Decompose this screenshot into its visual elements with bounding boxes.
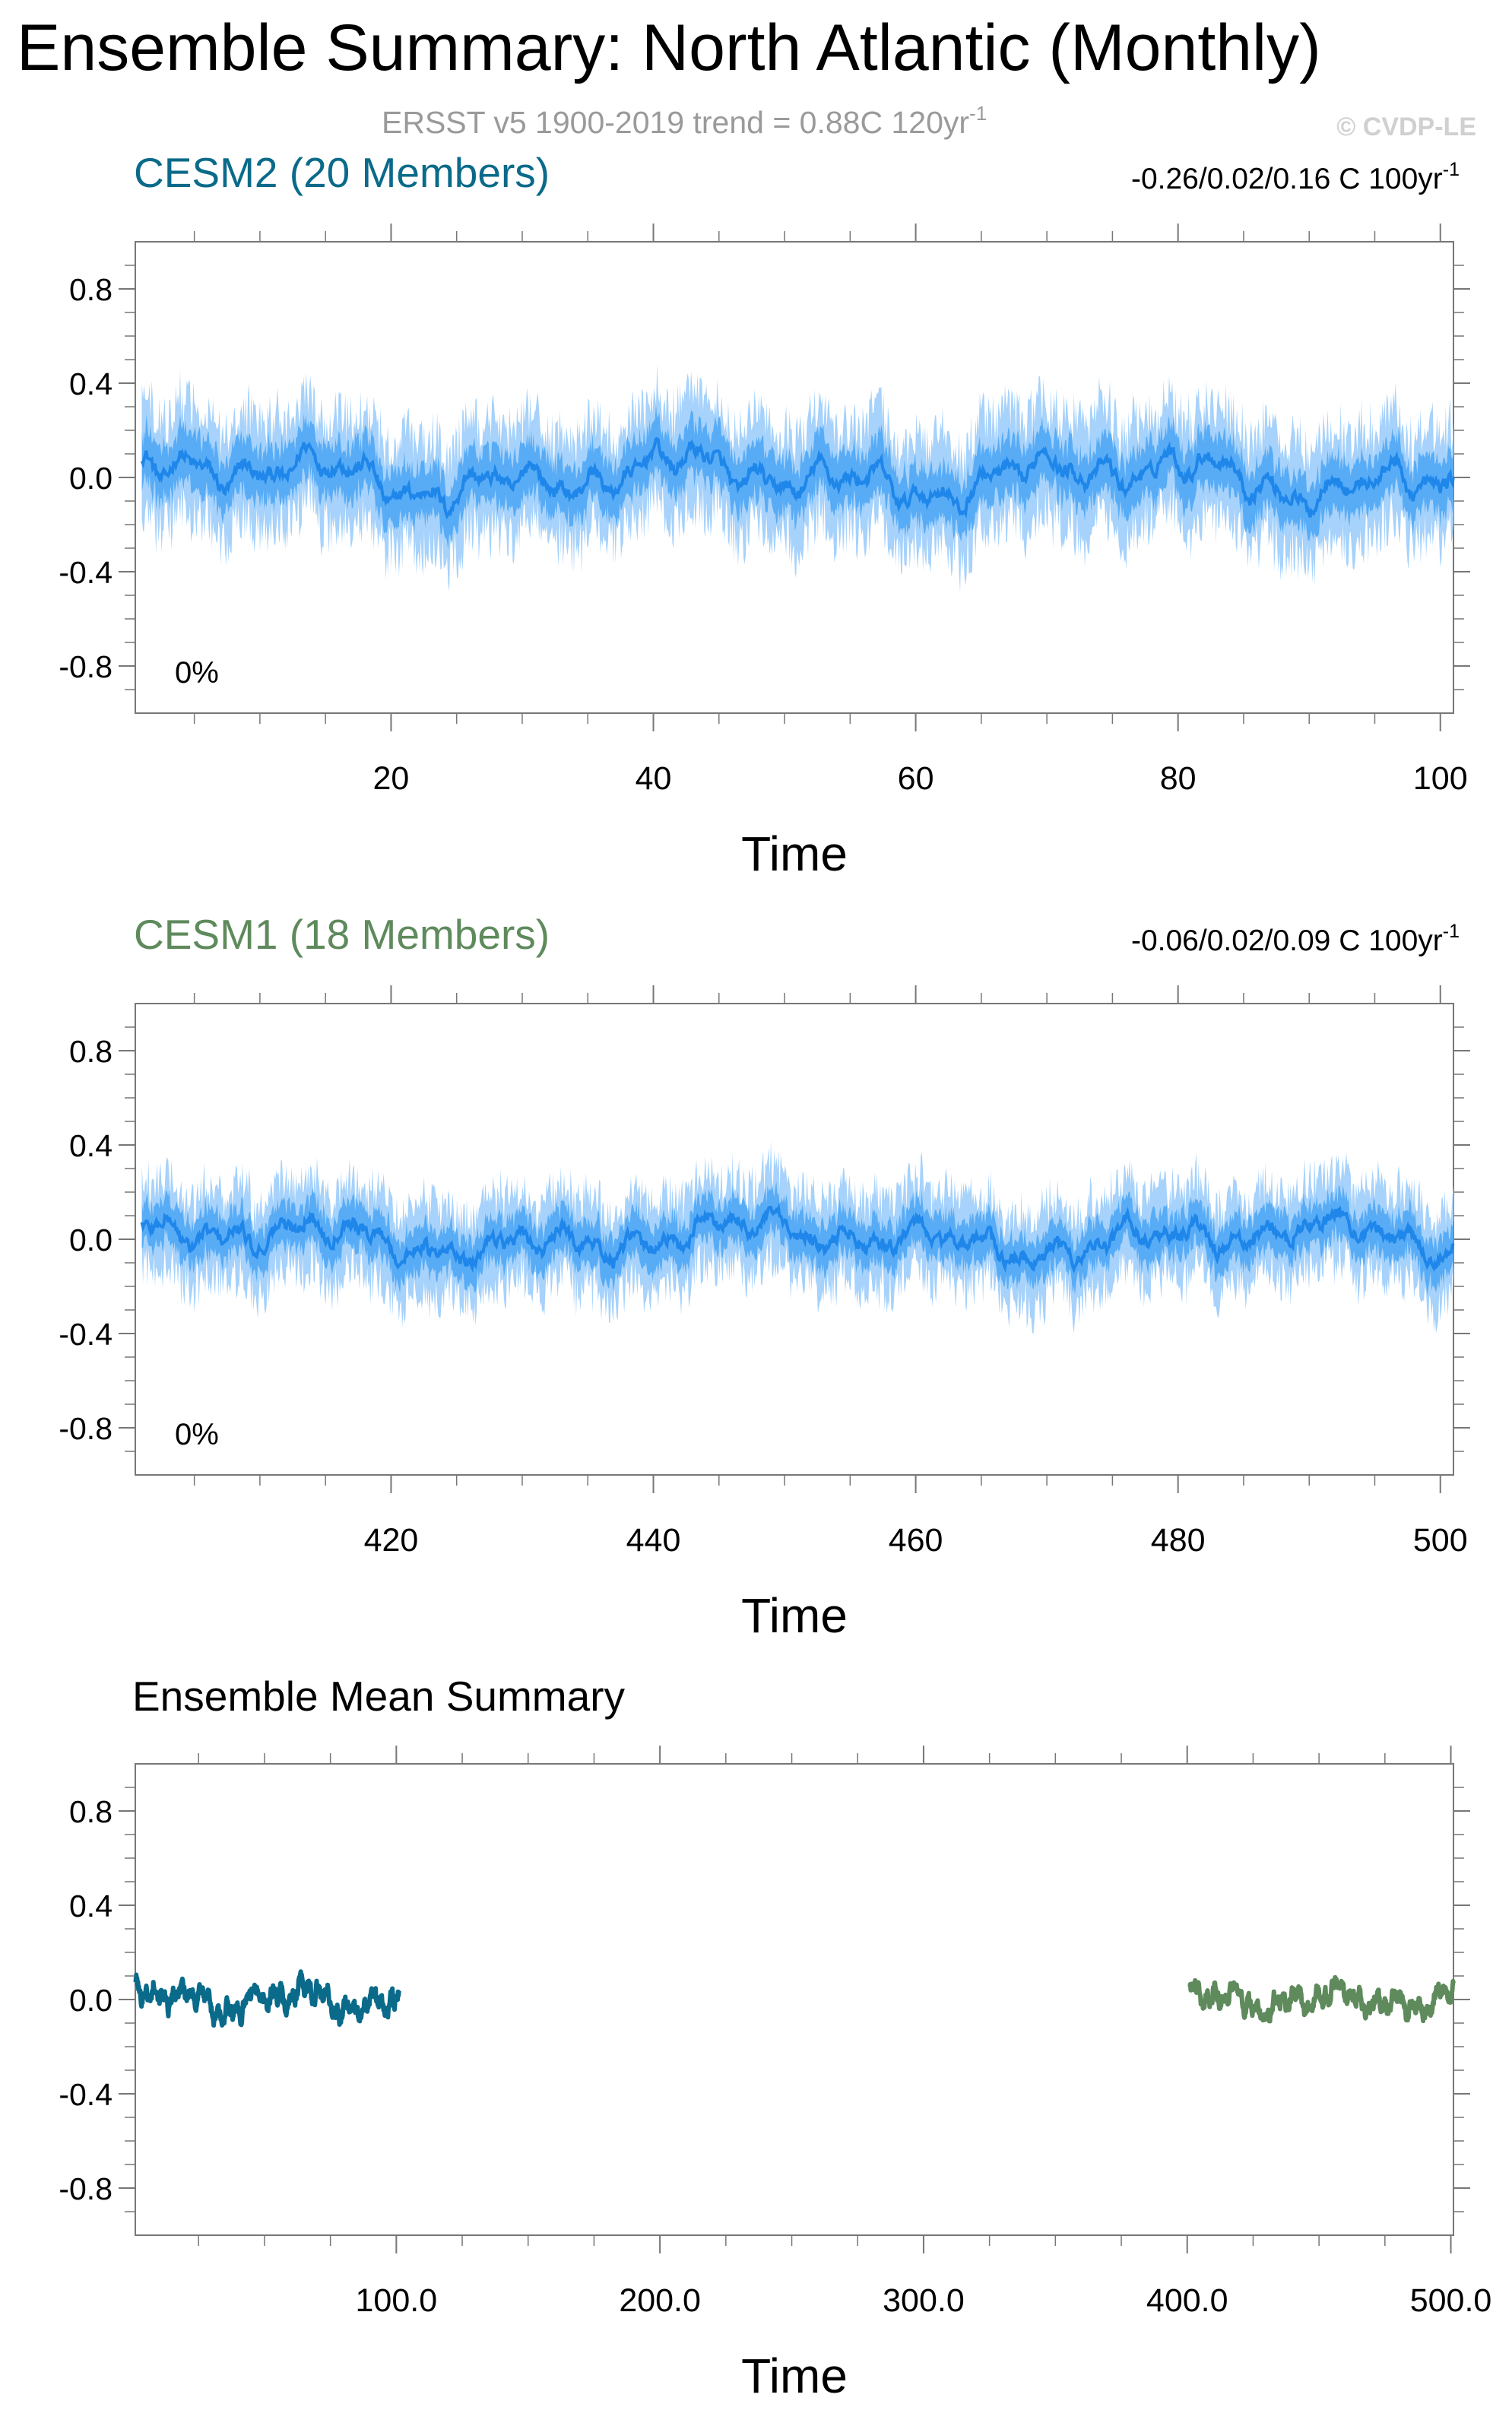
xtick-label: 500 [1413,1522,1468,1559]
xtick-label: 200.0 [619,2282,701,2319]
panel-cesm1: CESM1 (18 Members) -0.06/0.02/0.09 C 100… [59,911,1470,1643]
xtick-label: 80 [1160,760,1197,797]
xtick-label: 20 [373,760,410,797]
figure-title: Ensemble Summary: North Atlantic (Monthl… [17,11,1321,84]
ytick-label: 0.0 [69,461,113,496]
xtick-label: 300.0 [883,2282,965,2319]
xtick-label: 400.0 [1146,2282,1228,2319]
panel-summary-lines [133,1969,1456,2028]
ytick-label: 0.0 [69,1223,113,1257]
panel-cesm2-trend: -0.26/0.02/0.16 C 100yr-1 [1131,159,1460,195]
panel-cesm2-bands [140,363,1455,593]
figure-subtitle: ERSST v5 1900-2019 trend = 0.88C 120yr-1 [382,102,987,140]
panel-cesm2-trend-text: -0.26/0.02/0.16 C 100yr [1131,163,1443,195]
panel-cesm2: CESM2 (20 Members) -0.26/0.02/0.16 C 100… [59,149,1470,881]
ytick-label: 0.8 [69,272,113,307]
panel-summary-title: Ensemble Mean Summary [132,1673,626,1720]
ytick-label: 0.8 [69,1794,113,1829]
panel-cesm1-annotation: 0% [175,1418,219,1451]
xtick-label: 480 [1151,1522,1206,1559]
xtick-label: 500.0 [1410,2282,1492,2319]
ytick-label: -0.8 [59,649,113,684]
ytick-label: -0.4 [59,555,113,590]
ytick-label: -0.8 [59,2171,113,2206]
xtick-label: 440 [626,1522,681,1559]
xtick-label: 100 [1413,760,1468,797]
ytick-label: -0.4 [59,2077,113,2112]
panel-summary-axes: 0.8 0.4 0.0 -0.4 -0.8 100.0 200.0 300.0 400.0 500… [59,1746,1491,2319]
summary-line-cesm1 [1187,1974,1456,2024]
ytick-label: 0.4 [69,1128,113,1163]
panel-cesm1-trend-text: -0.06/0.02/0.09 C 100yr [1131,924,1443,957]
inner-range-band [141,404,1454,550]
subtitle-exponent: -1 [969,102,987,125]
panel-cesm1-title: CESM1 (18 Members) [134,911,550,958]
panel-cesm1-axes: 0.8 0.4 0.0 -0.4 -0.8 420 440 460 480 500 [59,985,1470,1559]
panel-cesm2-title: CESM2 (20 Members) [134,149,550,196]
panel-cesm2-axes: 0.8 0.4 0.0 -0.4 -0.8 20 40 60 80 100 [59,224,1470,797]
panel-cesm1-trend: -0.06/0.02/0.09 C 100yr-1 [1131,921,1460,957]
panel-cesm1-trend-exponent: -1 [1443,921,1460,942]
panel-cesm1-xlabel: Time [741,1588,848,1643]
xtick-label: 420 [364,1522,419,1559]
xtick-label: 460 [889,1522,943,1559]
summary-line-cesm2 [133,1969,401,2028]
panel-cesm2-trend-exponent: -1 [1443,159,1460,180]
ytick-label: 0.4 [69,366,113,401]
panel-summary-xlabel: Time [741,2348,848,2403]
subtitle-text: ERSST v5 1900-2019 trend = 0.88C 120yr [382,105,969,140]
panel-cesm2-xlabel: Time [741,826,848,881]
ytick-label: 0.4 [69,1889,113,1923]
panel-cesm1-bands [140,1140,1455,1334]
ensemble-mean-line [140,1202,1455,1274]
xtick-label: 60 [898,760,934,797]
xtick-label: 100.0 [356,2282,438,2319]
watermark: © CVDP-LE [1336,113,1476,141]
ytick-label: -0.4 [59,1317,113,1352]
xtick-label: 40 [636,760,672,797]
ensemble-mean-line [140,436,1455,520]
ytick-label: -0.8 [59,1411,113,1446]
ytick-label: 0.0 [69,1983,113,2018]
ytick-label: 0.8 [69,1034,113,1069]
panel-summary: Ensemble Mean Summary 0.8 0.4 0.0 -0.4 -0.8 1… [59,1673,1491,2403]
panel-cesm2-annotation: 0% [175,656,219,690]
